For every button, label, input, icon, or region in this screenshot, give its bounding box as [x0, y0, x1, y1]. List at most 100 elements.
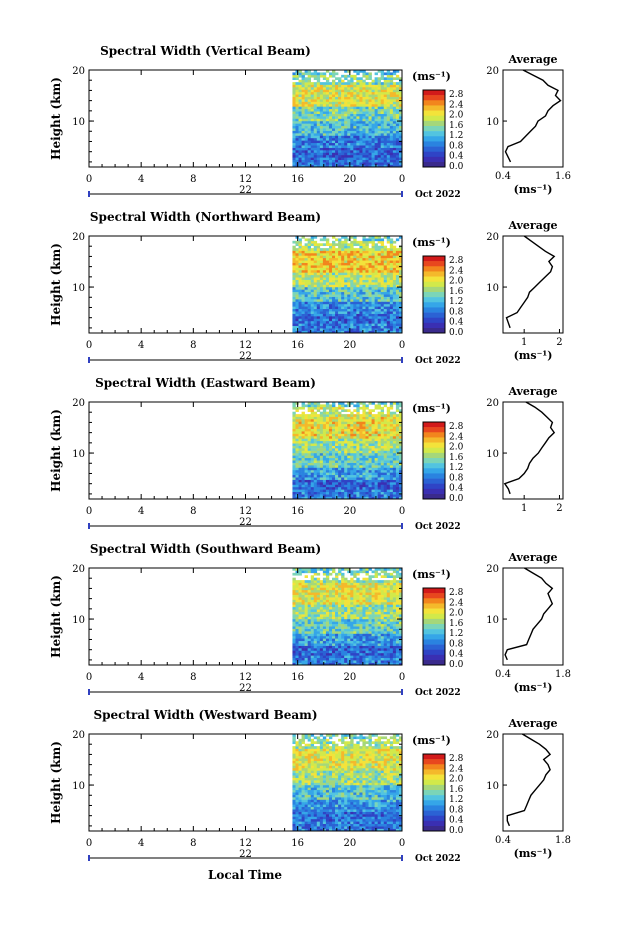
heatmap-cell [292, 448, 295, 451]
heatmap-cell [302, 438, 305, 441]
heatmap-cell [323, 658, 326, 661]
heatmap-cell [299, 258, 302, 261]
heatmap-cell [323, 648, 326, 651]
heatmap-cell [323, 251, 326, 254]
heatmap-cell [299, 441, 302, 444]
heatmap-cell [299, 414, 302, 417]
heatmap-cell [393, 636, 396, 639]
heatmap-cell [338, 451, 341, 454]
heatmap-cell [393, 106, 396, 109]
heatmap-cell [381, 114, 384, 117]
heatmap-cell [375, 407, 378, 410]
heatmap-cell [362, 99, 365, 102]
heatmap-cell [332, 123, 335, 126]
heatmap-cell [341, 451, 344, 454]
heatmap-cell [347, 463, 350, 466]
heatmap-cell [378, 321, 381, 324]
heatmap-cell [341, 109, 344, 112]
heatmap-cell [323, 299, 326, 302]
heatmap-cell [302, 465, 305, 468]
heatmap-cell [292, 441, 295, 444]
heatmap-cell [329, 148, 332, 151]
heatmap-cell [317, 92, 320, 95]
heatmap-cell [393, 89, 396, 92]
heatmap-cell [341, 287, 344, 290]
heatmap-cell [332, 82, 335, 85]
heatmap-cell [365, 631, 368, 634]
heatmap-cell [311, 121, 314, 124]
heatmap-cell [344, 636, 347, 639]
heatmap-cell [393, 311, 396, 314]
heatmap-cell [359, 162, 362, 165]
heatmap-cell [317, 633, 320, 636]
heatmap-cell [341, 131, 344, 134]
heatmap-cell [344, 482, 347, 485]
heatmap-cell [372, 82, 375, 85]
heatmap-cell [347, 277, 350, 280]
heatmap-cell [353, 157, 356, 160]
heatmap-cell [295, 155, 298, 158]
heatmap-cell [329, 160, 332, 163]
heatmap-cell [359, 660, 362, 663]
heatmap-cell [387, 412, 390, 415]
heatmap-cell [335, 148, 338, 151]
heatmap-cell [378, 160, 381, 163]
heatmap-cell [353, 268, 356, 271]
heatmap-cell [311, 258, 314, 261]
heatmap-cell [359, 653, 362, 656]
heatmap-cell [356, 148, 359, 151]
heatmap-cell [350, 160, 353, 163]
heatmap-cell [365, 636, 368, 639]
heatmap-cell [356, 316, 359, 319]
heatmap-cell [295, 140, 298, 143]
heatmap-cell [372, 660, 375, 663]
heatmap-cell [329, 453, 332, 456]
heatmap-cell [299, 451, 302, 454]
avg-y-tick-label: 20 [486, 398, 499, 409]
heatmap-cell [329, 251, 332, 254]
heatmap-cell [305, 260, 308, 263]
heatmap-cell [305, 460, 308, 463]
heatmap-cell [356, 285, 359, 288]
heatmap-cell [359, 646, 362, 649]
heatmap-cell [314, 638, 317, 641]
heatmap-cell [381, 429, 384, 432]
heatmap-cell [335, 426, 338, 429]
heatmap-cell [317, 465, 320, 468]
heatmap-cell [308, 311, 311, 314]
heatmap-cell [393, 470, 396, 473]
heatmap-cell [305, 453, 308, 456]
heatmap-cell [353, 458, 356, 461]
heatmap-cell [335, 487, 338, 490]
heatmap-cell [350, 309, 353, 312]
heatmap-cell [356, 280, 359, 283]
heatmap-cell [302, 148, 305, 151]
heatmap-cell [299, 429, 302, 432]
heatmap-cell [299, 116, 302, 119]
heatmap-cell [292, 648, 295, 651]
heatmap-cell [362, 429, 365, 432]
heatmap-cell [326, 453, 329, 456]
heatmap-cell [356, 458, 359, 461]
heatmap-cell [332, 407, 335, 410]
heatmap-cell [353, 94, 356, 97]
heatmap-cell [299, 477, 302, 480]
heatmap-cell [375, 251, 378, 254]
heatmap-cell [347, 306, 350, 309]
heatmap-cell [390, 438, 393, 441]
heatmap-cell [295, 304, 298, 307]
heatmap-cell [359, 421, 362, 424]
heatmap-cell [375, 304, 378, 307]
heatmap-cell [350, 253, 353, 256]
heatmap-cell [365, 658, 368, 661]
heatmap-cell [302, 260, 305, 263]
heatmap-cell [362, 260, 365, 263]
heatmap-cell [317, 248, 320, 251]
heatmap-cell [292, 135, 295, 138]
heatmap-cell [335, 438, 338, 441]
heatmap-cell [326, 99, 329, 102]
heatmap-cell [359, 443, 362, 446]
heatmap-cell [292, 270, 295, 273]
heatmap-cell [393, 143, 396, 146]
heatmap-cell [302, 282, 305, 285]
